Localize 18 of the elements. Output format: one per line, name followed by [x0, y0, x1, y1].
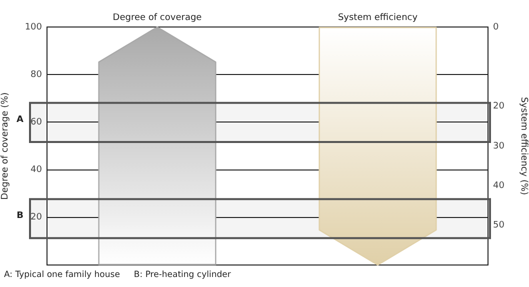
y2-tick-label: 0 [493, 22, 499, 32]
y2-tick-label: 20 [493, 102, 505, 112]
y-tick-label: 80 [30, 70, 42, 80]
text: B: Pre-heating cylinder [134, 270, 232, 280]
y2-axis-title: System efficiency (%) [518, 96, 528, 196]
y2-tick-label: 30 [493, 141, 505, 152]
y-tick-label: 20 [30, 212, 42, 223]
band-label: A [16, 114, 24, 125]
y-tick-label: 100 [24, 22, 42, 32]
y-tick-label: 60 [30, 118, 42, 128]
y-tick-label: 40 [30, 165, 42, 176]
band-label: B [16, 210, 24, 221]
y2-tick-label: 50 [493, 220, 505, 231]
text: A: Typical one family house [4, 270, 120, 280]
x-tick-label: Degree of coverage [112, 12, 202, 23]
y2-tick-label: 40 [493, 181, 505, 192]
x-tick-label: System efficiency [338, 12, 418, 23]
y-axis-title: Degree of coverage (%) [0, 92, 11, 200]
